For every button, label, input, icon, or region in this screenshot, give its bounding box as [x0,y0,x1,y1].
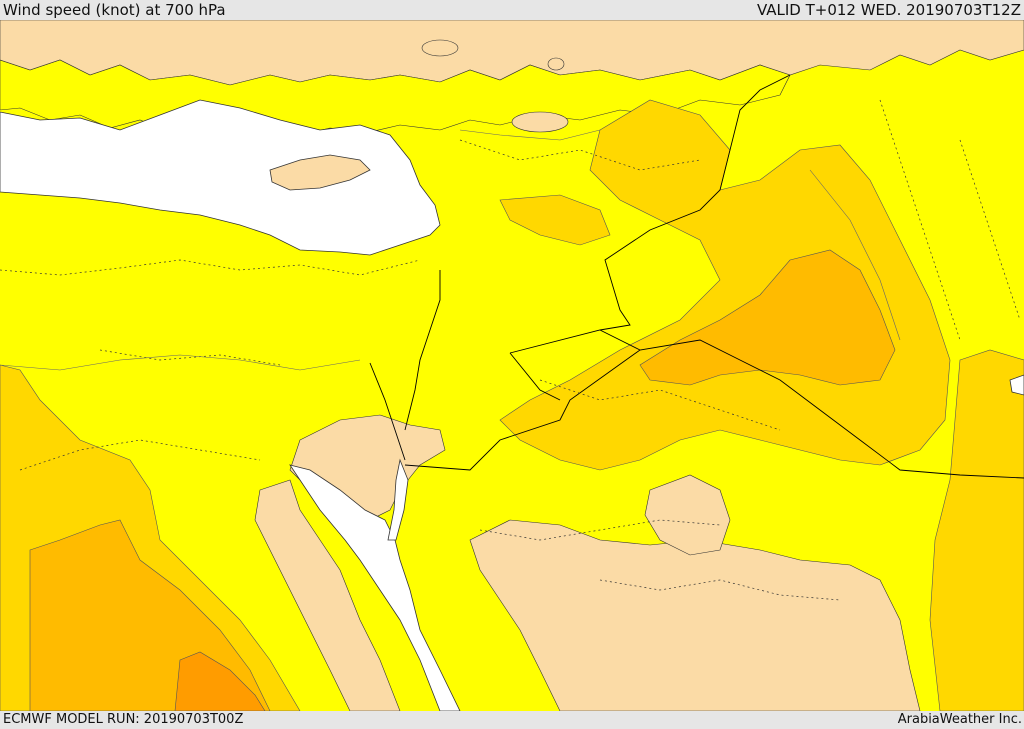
credit: ArabiaWeather Inc. [897,712,1022,727]
valid-time: VALID T+012 WED. 20190703T12Z [756,1,1021,19]
band-low-egypt-coast [254,479,401,711]
band-low-arabia-patch [644,474,731,556]
map-title: Wind speed (knot) at 700 hPa [3,1,226,19]
persian-gulf [1009,374,1024,396]
map-svg [0,20,1024,711]
band-low-arabia [469,519,921,711]
contour-lines [0,129,901,371]
red-sea [289,464,461,711]
band-highest-west [174,651,266,711]
cyprus [269,154,371,191]
model-run: ECMWF MODEL RUN: 20190703T00Z [3,712,244,727]
political-borders [369,74,1024,479]
band-low-patch [511,111,569,133]
dotted-contours [0,99,1021,601]
band-high-ne [929,349,1024,711]
band-low-patch [547,57,565,71]
map-header: Wind speed (knot) at 700 hPa VALID T+012… [0,0,1024,20]
weather-map[interactable] [0,20,1024,711]
band-low-patch [421,39,459,57]
band-high-syria [499,194,611,246]
gulf-of-aqaba [387,458,409,541]
map-footer: ECMWF MODEL RUN: 20190703T00Z ArabiaWeat… [0,711,1024,729]
mediterranean-sea [0,99,441,256]
